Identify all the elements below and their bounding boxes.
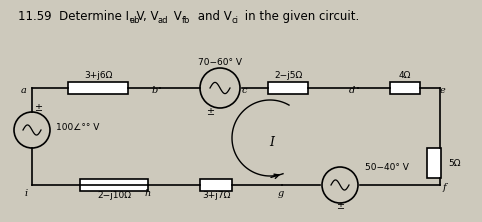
Text: b: b	[152, 85, 158, 95]
Text: ci: ci	[231, 16, 238, 24]
Text: 5Ω: 5Ω	[448, 159, 460, 168]
Text: 2−j10Ω: 2−j10Ω	[97, 192, 131, 200]
Bar	[80, 179, 148, 191]
Text: h: h	[145, 188, 151, 198]
Bar	[268, 82, 308, 94]
Text: c: c	[241, 85, 247, 95]
Text: 50−40° V: 50−40° V	[365, 163, 409, 172]
Text: in the given circuit.: in the given circuit.	[241, 10, 359, 22]
Text: 70−60° V: 70−60° V	[198, 57, 242, 67]
Text: fb: fb	[182, 16, 190, 24]
Text: I: I	[269, 137, 275, 149]
Text: i: i	[25, 188, 27, 198]
Text: d: d	[349, 85, 355, 95]
Text: g: g	[278, 188, 284, 198]
Text: 2−j5Ω: 2−j5Ω	[274, 71, 302, 79]
Text: , V: , V	[143, 10, 159, 22]
Bar	[390, 82, 420, 94]
Text: ±: ±	[206, 107, 214, 117]
Text: a: a	[21, 85, 27, 95]
Text: f: f	[442, 184, 446, 192]
Text: 100∠°° V: 100∠°° V	[56, 123, 99, 133]
Bar	[68, 82, 128, 94]
Text: and V: and V	[194, 10, 232, 22]
Text: ±: ±	[336, 201, 344, 211]
Text: ad: ad	[157, 16, 168, 24]
Text: e: e	[439, 85, 445, 95]
Text: V: V	[170, 10, 182, 22]
Bar	[200, 179, 232, 191]
Text: ab: ab	[130, 16, 140, 24]
Text: 11.59  Determine I, V: 11.59 Determine I, V	[18, 10, 145, 22]
Text: 3+j6Ω: 3+j6Ω	[84, 71, 112, 79]
Text: ±: ±	[34, 103, 42, 113]
Text: 3+j7Ω: 3+j7Ω	[202, 192, 230, 200]
Text: 4Ω: 4Ω	[399, 71, 411, 79]
Bar	[427, 148, 441, 178]
